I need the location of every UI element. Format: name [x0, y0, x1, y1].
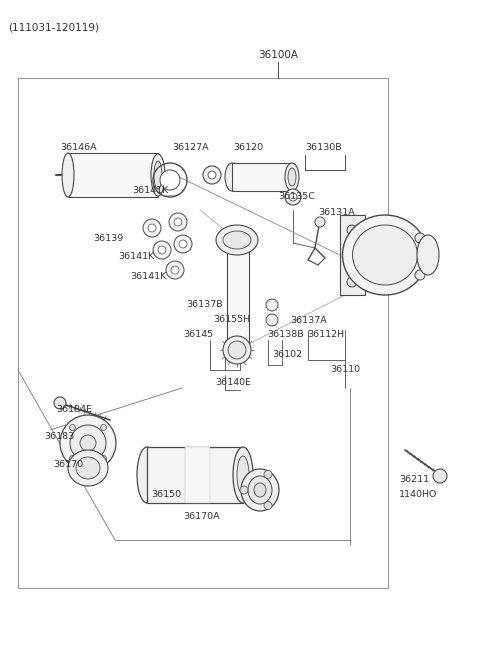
Text: 36140E: 36140E — [215, 378, 251, 387]
Text: 36155H: 36155H — [213, 315, 250, 324]
Text: 36135C: 36135C — [278, 192, 315, 201]
Text: 36183: 36183 — [44, 432, 74, 441]
Circle shape — [240, 486, 248, 494]
Ellipse shape — [225, 163, 239, 191]
Text: 36150: 36150 — [151, 490, 181, 499]
Circle shape — [60, 415, 116, 471]
Ellipse shape — [254, 483, 266, 497]
Text: 36120: 36120 — [233, 143, 263, 152]
Circle shape — [171, 266, 179, 274]
Circle shape — [166, 261, 184, 279]
Text: 36112H: 36112H — [307, 330, 344, 339]
Text: 36130B: 36130B — [305, 143, 342, 152]
Text: 36100A: 36100A — [258, 50, 298, 60]
Ellipse shape — [68, 450, 108, 486]
Text: 36170: 36170 — [53, 460, 83, 469]
Ellipse shape — [62, 153, 74, 197]
Ellipse shape — [417, 235, 439, 275]
Circle shape — [433, 469, 447, 483]
Circle shape — [347, 277, 357, 287]
Ellipse shape — [288, 168, 296, 186]
Ellipse shape — [237, 456, 249, 494]
Circle shape — [80, 435, 96, 451]
Circle shape — [174, 235, 192, 253]
Text: 36139: 36139 — [93, 234, 123, 243]
Bar — [68, 153, 158, 197]
Circle shape — [266, 314, 278, 326]
Text: 36102: 36102 — [272, 350, 302, 359]
Ellipse shape — [137, 447, 157, 503]
Circle shape — [174, 218, 182, 226]
Text: 36131A: 36131A — [318, 208, 355, 217]
Bar — [340, 215, 365, 295]
Ellipse shape — [241, 469, 279, 511]
Circle shape — [315, 217, 325, 227]
Circle shape — [153, 241, 171, 259]
Bar — [185, 447, 210, 503]
Bar — [147, 447, 243, 503]
Circle shape — [415, 270, 425, 280]
Ellipse shape — [216, 225, 258, 255]
Bar — [227, 240, 249, 350]
Text: 36141K: 36141K — [118, 252, 154, 261]
Circle shape — [347, 225, 357, 235]
Circle shape — [158, 246, 166, 254]
Ellipse shape — [248, 476, 272, 504]
Circle shape — [264, 502, 272, 510]
Circle shape — [143, 219, 161, 237]
Text: 36170A: 36170A — [183, 512, 220, 521]
Circle shape — [289, 193, 297, 201]
Text: 1140HO: 1140HO — [399, 490, 437, 499]
Circle shape — [148, 224, 156, 232]
Text: 36137B: 36137B — [186, 300, 223, 309]
Ellipse shape — [151, 154, 165, 196]
Ellipse shape — [352, 225, 418, 285]
Circle shape — [415, 233, 425, 243]
Circle shape — [208, 171, 216, 179]
Ellipse shape — [154, 161, 162, 189]
Ellipse shape — [76, 457, 100, 479]
Bar — [232, 163, 292, 191]
Circle shape — [100, 456, 107, 462]
Text: (111031-120119): (111031-120119) — [8, 22, 99, 32]
Text: 36211: 36211 — [399, 475, 429, 484]
Circle shape — [160, 170, 180, 190]
Text: 36141K: 36141K — [132, 186, 168, 195]
Circle shape — [54, 397, 66, 409]
Ellipse shape — [228, 341, 246, 359]
Text: 36145: 36145 — [183, 330, 213, 339]
Ellipse shape — [233, 447, 253, 503]
Circle shape — [266, 299, 278, 311]
Text: 36184E: 36184E — [56, 405, 92, 414]
Ellipse shape — [343, 215, 428, 295]
Text: 36141K: 36141K — [130, 272, 166, 281]
Circle shape — [169, 213, 187, 231]
Circle shape — [70, 456, 75, 462]
Circle shape — [203, 166, 221, 184]
Circle shape — [100, 424, 107, 430]
Circle shape — [285, 189, 301, 205]
Text: 36127A: 36127A — [172, 143, 209, 152]
Circle shape — [70, 425, 106, 461]
Ellipse shape — [285, 163, 299, 191]
Circle shape — [264, 470, 272, 478]
Text: 36137A: 36137A — [290, 316, 327, 325]
Ellipse shape — [223, 336, 251, 364]
Circle shape — [70, 424, 75, 430]
Circle shape — [179, 240, 187, 248]
Bar — [18, 78, 388, 588]
Text: 36138B: 36138B — [267, 330, 304, 339]
Ellipse shape — [223, 231, 251, 249]
Text: 36146A: 36146A — [60, 143, 96, 152]
Text: 36110: 36110 — [330, 365, 360, 374]
